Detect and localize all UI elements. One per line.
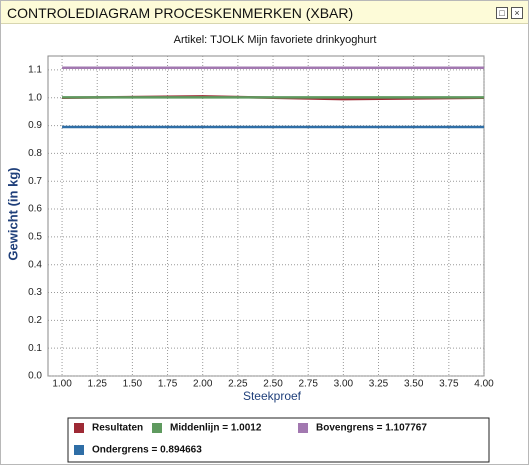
x-axis-label: Steekproef: [243, 389, 302, 403]
x-tick-label: 2.25: [228, 379, 248, 390]
y-tick-label: 0.1: [28, 343, 42, 354]
y-tick-label: 0.2: [28, 315, 42, 326]
x-tick-label: 3.25: [369, 379, 389, 390]
x-tick-label: 3.00: [334, 379, 354, 390]
y-tick-label: 1.0: [28, 92, 42, 103]
y-tick-label: 0.3: [28, 287, 42, 298]
legend-label: Resultaten: [92, 423, 143, 434]
legend-label: Bovengrens = 1.107767: [316, 423, 427, 434]
y-tick-label: 0.7: [28, 176, 42, 187]
legend-label: Middenlijn = 1.0012: [170, 423, 262, 434]
window-title: CONTROLEDIAGRAM PROCESKENMERKEN (XBAR): [7, 5, 354, 21]
y-tick-label: 1.1: [28, 65, 42, 76]
x-tick-label: 2.75: [298, 379, 318, 390]
title-bar: CONTROLEDIAGRAM PROCESKENMERKEN (XBAR) □…: [1, 1, 528, 24]
x-tick-label: 4.00: [474, 379, 494, 390]
x-tick-label: 1.75: [158, 379, 178, 390]
legend: [67, 417, 490, 463]
x-tick-label: 1.25: [87, 379, 107, 390]
y-tick-label: 0.6: [28, 204, 42, 215]
x-tick-label: 3.50: [404, 379, 424, 390]
y-tick-label: 0.5: [28, 232, 42, 243]
legend-swatch: [74, 445, 84, 455]
close-button[interactable]: ×: [511, 7, 523, 19]
chart-title: Artikel: TJOLK Mijn favoriete drinkyoghu…: [174, 34, 377, 46]
y-tick-label: 0.0: [28, 371, 42, 382]
legend-label: Ondergrens = 0.894663: [92, 445, 202, 456]
y-tick-label: 0.8: [28, 148, 42, 159]
x-tick-label: 3.75: [439, 379, 459, 390]
legend-swatch: [74, 423, 84, 433]
legend-swatch: [298, 423, 308, 433]
y-tick-label: 0.4: [28, 259, 42, 270]
x-tick-label: 2.00: [193, 379, 213, 390]
x-tick-label: 2.50: [263, 379, 283, 390]
x-tick-label: 1.00: [52, 379, 72, 390]
y-tick-label: 0.9: [28, 120, 42, 131]
plot-area: [47, 55, 485, 377]
legend-swatch: [152, 423, 162, 433]
maximize-button[interactable]: □: [496, 7, 508, 19]
y-axis-label: Gewicht (in kg): [5, 167, 20, 260]
x-tick-label: 1.50: [123, 379, 143, 390]
